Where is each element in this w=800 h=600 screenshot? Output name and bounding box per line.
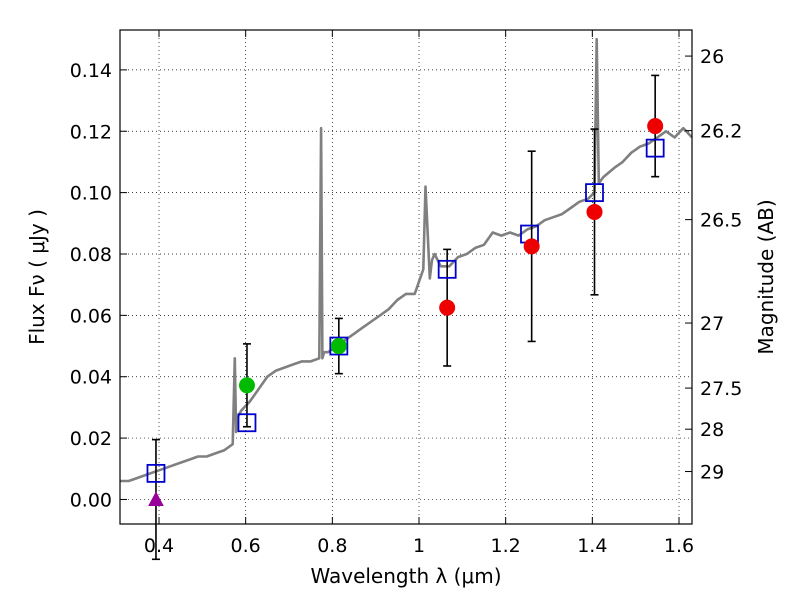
data-point-triangle (148, 491, 164, 506)
data-markers (146, 118, 665, 506)
magnitude-tick-label: 26 (700, 46, 724, 68)
data-point-square (645, 138, 665, 158)
y-tick-label: 0.10 (70, 183, 112, 205)
data-point-square (437, 259, 457, 279)
plot-frame (119, 29, 693, 525)
sed-model-line (120, 37, 693, 483)
x-tick-label: 0.8 (317, 535, 347, 557)
y-tick-label: 0.02 (70, 428, 112, 450)
y-tick-label: 0.00 (70, 489, 112, 511)
magnitude-tick-label: 29 (700, 462, 724, 484)
x-tick-label: 0.4 (144, 535, 174, 557)
magnitude-axis-label: Magnitude (AB) (754, 199, 778, 354)
magnitude-tick-label: 27 (700, 313, 724, 335)
data-point-square (237, 413, 257, 433)
y-tick-label: 0.12 (70, 121, 112, 143)
x-tick-label: 1 (413, 535, 425, 557)
magnitude-tick-label: 26.5 (700, 210, 742, 232)
x-tick-label: 1.2 (491, 535, 521, 557)
grid-lines (120, 30, 692, 524)
data-point-circle (647, 118, 664, 135)
y-tick-label: 0.04 (70, 367, 112, 389)
x-tick-label: 0.6 (231, 535, 261, 557)
error-bars (151, 74, 660, 561)
data-point-circle (330, 338, 347, 355)
y-tick-label: 0.08 (70, 244, 112, 266)
data-point-square (329, 336, 349, 356)
data-point-square (585, 183, 604, 203)
magnitude-tick-label: 26.2 (700, 121, 742, 143)
magnitude-tick-label: 28 (700, 419, 724, 441)
y-axis-label: Flux Fν ( μJy ) (25, 209, 49, 345)
x-tick-label: 1.6 (664, 535, 694, 557)
x-tick-label: 1.4 (577, 535, 607, 557)
magnitude-tick-label: 27.5 (700, 378, 742, 400)
sed-model-spectrum (120, 37, 693, 483)
x-axis-ticks: 0.4 0.6 0.8 1 1.2 1.4 1.6 (144, 30, 694, 557)
data-point-square (146, 463, 166, 483)
y-tick-label: 0.14 (70, 60, 112, 82)
y-tick-label: 0.06 (70, 305, 112, 327)
data-point-circle (439, 299, 456, 316)
data-point-circle (523, 238, 540, 255)
x-axis-label: Wavelength λ (μm) (310, 564, 501, 588)
data-point-circle (238, 377, 255, 394)
magnitude-axis-ticks: 26 26.2 26.5 27 27.5 28 29 (685, 46, 742, 484)
data-point-circle (586, 203, 603, 220)
y-axis-ticks: 0.00 0.02 0.04 0.06 0.08 0.10 0.12 0.14 (70, 60, 127, 511)
